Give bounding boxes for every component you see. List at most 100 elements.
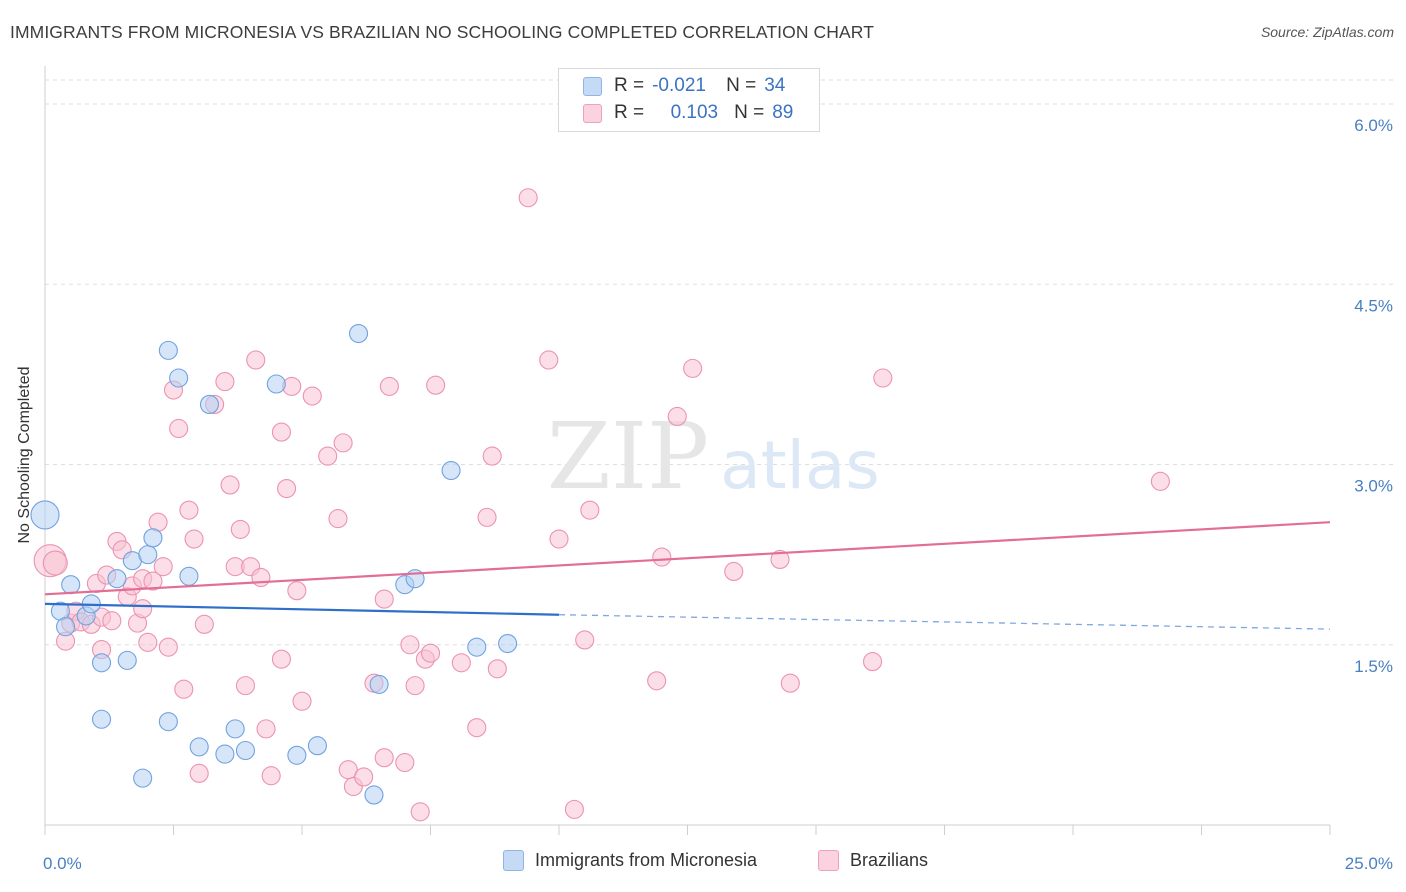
legend-label: Immigrants from Micronesia [535,850,758,870]
point-micronesia [30,500,60,530]
point-brazilians [292,691,312,711]
point-brazilians [395,752,415,773]
point-brazilians [374,748,394,768]
point-micronesia [158,340,178,360]
legend-item-micronesia[interactable]: Immigrants from Micronesia [503,850,757,871]
y-tick-labels: 1.5% 3.0% 4.5% 6.0% [1354,116,1393,676]
point-micronesia [348,323,369,344]
point-brazilians [410,802,430,822]
legend-swatch-brazilians [583,103,602,123]
y-tick-label: 1.5% [1354,657,1393,676]
point-micronesia [364,785,384,805]
point-brazilians [318,446,338,466]
point-brazilians [302,386,322,406]
point-brazilians [487,659,507,679]
x-tick-label: 0.0% [43,854,82,873]
point-micronesia [235,740,256,761]
point-brazilians [652,547,672,567]
point-micronesia [56,617,76,637]
trend-lines [44,521,1331,630]
point-brazilians [215,372,235,392]
y-tick-label: 4.5% [1354,296,1393,315]
point-micronesia [91,709,112,729]
point-micronesia [179,566,199,586]
point-brazilians [102,611,122,631]
chart-title: IMMIGRANTS FROM MICRONESIA VS BRAZILIAN … [10,22,874,42]
point-micronesia [189,737,209,757]
stats-legend-row-brazilians: R = 0.103 N = 89 [583,101,793,125]
r-value: -0.021 [652,75,706,96]
source-label: Source: ZipAtlas.com [1260,24,1394,40]
point-micronesia [133,768,153,788]
point-brazilians [271,422,291,442]
point-brazilians [333,433,353,453]
point-brazilians [482,446,502,466]
watermark: ZIP atlas [547,403,880,510]
point-brazilians [42,550,68,576]
point-brazilians [287,581,307,601]
point-brazilians [770,549,790,569]
n-label: N = [726,75,757,96]
point-micronesia [498,634,518,654]
point-brazilians [271,649,291,669]
point-micronesia [467,637,487,657]
r-label: R = [614,75,645,96]
point-micronesia [158,712,178,732]
point-brazilians [184,529,204,549]
point-brazilians [405,676,425,696]
point-brazilians [724,561,744,582]
point-brazilians [169,418,189,439]
point-brazilians [539,350,559,370]
point-micronesia [61,575,81,595]
legend-swatch-brazilians [818,850,839,871]
point-brazilians [220,475,240,495]
y-tick-label: 6.0% [1354,116,1393,135]
point-micronesia [117,650,137,670]
point-micronesia [441,460,461,481]
point-brazilians [647,671,667,691]
point-brazilians [179,500,199,520]
point-brazilians [194,614,214,634]
point-brazilians [379,376,399,396]
point-brazilians [451,653,471,673]
point-brazilians [564,799,584,819]
point-brazilians [230,519,250,539]
point-brazilians [1150,471,1170,491]
point-brazilians [189,763,209,783]
point-micronesia [107,569,127,589]
point-brazilians [683,358,703,378]
trend-line-brazilians [44,521,1331,596]
y-tick-label: 3.0% [1354,477,1393,496]
series-micronesia [30,323,518,805]
trend-line-micronesia-extrapolated [558,614,1331,630]
point-brazilians [780,673,800,693]
point-brazilians [158,637,178,657]
legend-item-brazilians[interactable]: Brazilians [818,850,928,871]
point-brazilians [549,529,569,549]
point-micronesia [169,368,189,388]
point-brazilians [467,718,487,738]
point-brazilians [426,375,446,395]
point-brazilians [261,766,281,786]
point-brazilians [153,557,173,577]
point-brazilians [246,350,266,370]
legend-label: Brazilians [850,850,929,870]
watermark-atlas: atlas [720,427,880,504]
point-brazilians [251,567,271,588]
r-label: R = [614,102,645,123]
point-brazilians [235,676,256,696]
point-micronesia [199,394,220,414]
n-label: N = [734,102,765,123]
point-brazilians [667,406,687,427]
point-brazilians [138,632,158,652]
x-tick-label: 25.0% [1345,854,1393,873]
point-brazilians [174,679,194,699]
point-brazilians [328,509,348,529]
point-brazilians [575,630,595,650]
point-micronesia [287,745,307,765]
point-brazilians [354,767,374,787]
trend-line-micronesia [44,602,560,616]
point-brazilians [873,368,893,388]
x-tick-labels: 0.0% 25.0% [43,854,1393,873]
